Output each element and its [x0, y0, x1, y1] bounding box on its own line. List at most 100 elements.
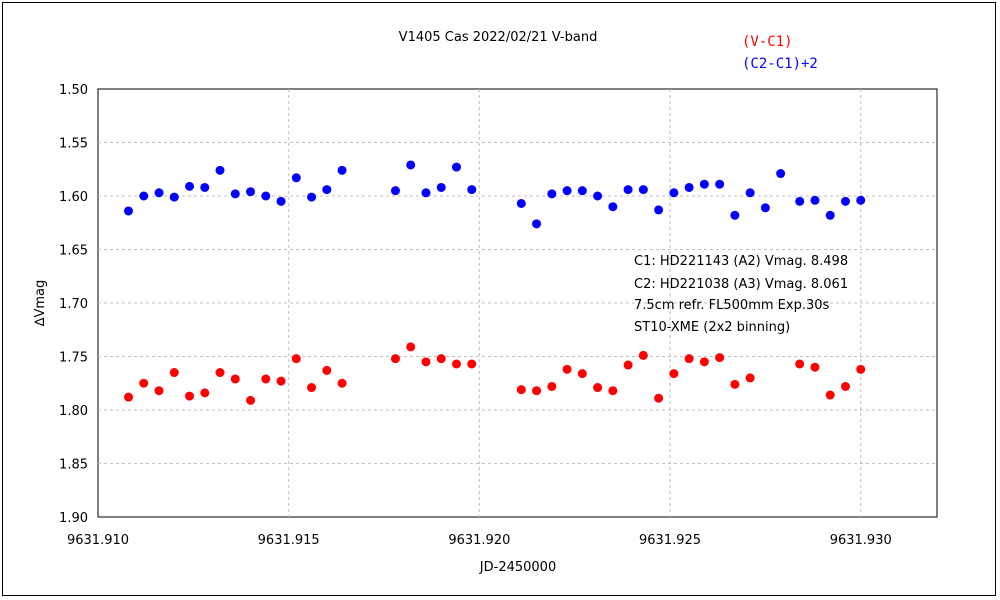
c2-c1-point	[261, 191, 271, 201]
v-c1-point	[185, 391, 195, 401]
c2-c1-point	[669, 188, 679, 198]
c2-c1-point	[547, 189, 557, 199]
v-c1-point	[745, 373, 755, 383]
v-c1-point	[307, 383, 317, 393]
v-c1-point	[840, 381, 850, 391]
v-c1-point	[654, 393, 664, 403]
v-c1-point	[608, 386, 618, 396]
c2-c1-point	[577, 186, 587, 196]
x-tick-label: 9631.925	[639, 533, 701, 548]
v-c1-point	[623, 360, 633, 370]
c2-c1-point	[795, 196, 805, 206]
legend-entry-v-c1: (V-C1)	[742, 34, 793, 50]
c2-c1-point	[810, 195, 820, 205]
chart-title: V1405 Cas 2022/02/21 V-band	[399, 30, 598, 45]
v-c1-point	[154, 386, 164, 396]
c2-c1-point	[169, 192, 179, 202]
v-c1-point	[669, 369, 679, 379]
c2-c1-point	[825, 210, 835, 220]
c2-c1-point	[291, 173, 301, 183]
x-axis-label: JD-2450000	[479, 560, 556, 575]
c2-c1-point	[730, 210, 740, 220]
v-c1-point	[230, 374, 240, 384]
v-c1-point	[730, 379, 740, 389]
c2-c1-point	[124, 206, 134, 216]
c2-c1-point	[745, 188, 755, 198]
v-c1-point	[795, 359, 805, 369]
c2-c1-point	[638, 185, 648, 195]
v-c1-point	[139, 378, 149, 388]
v-c1-point	[169, 368, 179, 378]
annotation-instrument: 7.5cm refr. FL500mm Exp.30s	[634, 298, 829, 313]
v-c1-point	[467, 359, 477, 369]
c2-c1-point	[185, 181, 195, 191]
v-c1-point	[577, 369, 587, 379]
annotation-block: C1: HD221143 (A2) Vmag. 8.498 C2: HD2210…	[634, 254, 848, 335]
v-c1-point	[291, 354, 301, 364]
c2-c1-point	[532, 219, 542, 229]
y-tick-label: 1.85	[59, 458, 88, 473]
c2-c1-point	[654, 205, 664, 215]
v-c1-point	[638, 350, 648, 360]
v-c1-point	[562, 364, 572, 374]
y-tick-label: 1.60	[59, 190, 88, 205]
v-c1-point	[856, 364, 866, 374]
v-c1-point	[124, 392, 134, 402]
v-c1-point	[684, 354, 694, 364]
v-c1-point	[200, 388, 210, 398]
v-c1-point	[337, 378, 347, 388]
c2-c1-point	[322, 185, 332, 195]
v-c1-point	[532, 386, 542, 396]
x-tick-label: 9631.930	[830, 533, 892, 548]
c2-c1-point	[276, 196, 286, 206]
x-axis-ticks: 9631.910 9631.915 9631.920 9631.925 9631.930	[67, 533, 892, 548]
c2-c1-point	[593, 191, 603, 201]
c2-c1-point	[154, 188, 164, 198]
c2-c1-point	[608, 202, 618, 212]
series-v-c1	[124, 342, 866, 405]
c2-c1-point	[715, 179, 725, 189]
annotation-c2: C2: HD221038 (A3) Vmag. 8.061	[634, 277, 848, 292]
annotation-camera: ST10-XME (2x2 binning)	[634, 320, 790, 335]
legend-entry-c2-c1: (C2-C1)+2	[742, 56, 818, 72]
v-c1-point	[421, 357, 431, 367]
data-points	[124, 160, 866, 405]
v-c1-point	[699, 357, 709, 367]
c2-c1-point	[684, 182, 694, 192]
c2-c1-point	[562, 186, 572, 196]
c2-c1-point	[230, 189, 240, 199]
c2-c1-point	[467, 185, 477, 195]
c2-c1-point	[307, 192, 317, 202]
y-axis-ticks: 1.50 1.55 1.60 1.65 1.70 1.75 1.80 1.85 1.90	[59, 83, 88, 526]
c2-c1-point	[436, 182, 446, 192]
y-tick-label: 1.90	[59, 511, 88, 526]
c2-c1-point	[215, 165, 225, 175]
c2-c1-point	[451, 162, 461, 172]
c2-c1-point	[246, 187, 256, 197]
c2-c1-point	[840, 196, 850, 206]
v-c1-point	[406, 342, 416, 352]
v-c1-point	[246, 395, 256, 405]
v-c1-point	[276, 376, 286, 386]
annotation-c1: C1: HD221143 (A2) Vmag. 8.498	[634, 254, 848, 269]
v-c1-point	[825, 390, 835, 400]
y-tick-label: 1.80	[59, 404, 88, 419]
c2-c1-point	[760, 203, 770, 213]
c2-c1-point	[699, 179, 709, 189]
c2-c1-point	[623, 185, 633, 195]
c2-c1-point	[390, 186, 400, 196]
y-tick-label: 1.50	[59, 83, 88, 98]
v-c1-point	[715, 353, 725, 363]
v-c1-point	[390, 354, 400, 364]
v-c1-point	[451, 359, 461, 369]
v-c1-point	[322, 365, 332, 375]
x-tick-label: 9631.920	[448, 533, 510, 548]
y-tick-label: 1.65	[59, 244, 88, 259]
c2-c1-point	[856, 195, 866, 205]
y-tick-label: 1.75	[59, 351, 88, 366]
y-tick-label: 1.55	[59, 137, 88, 152]
v-c1-point	[215, 368, 225, 378]
v-c1-point	[516, 385, 526, 395]
